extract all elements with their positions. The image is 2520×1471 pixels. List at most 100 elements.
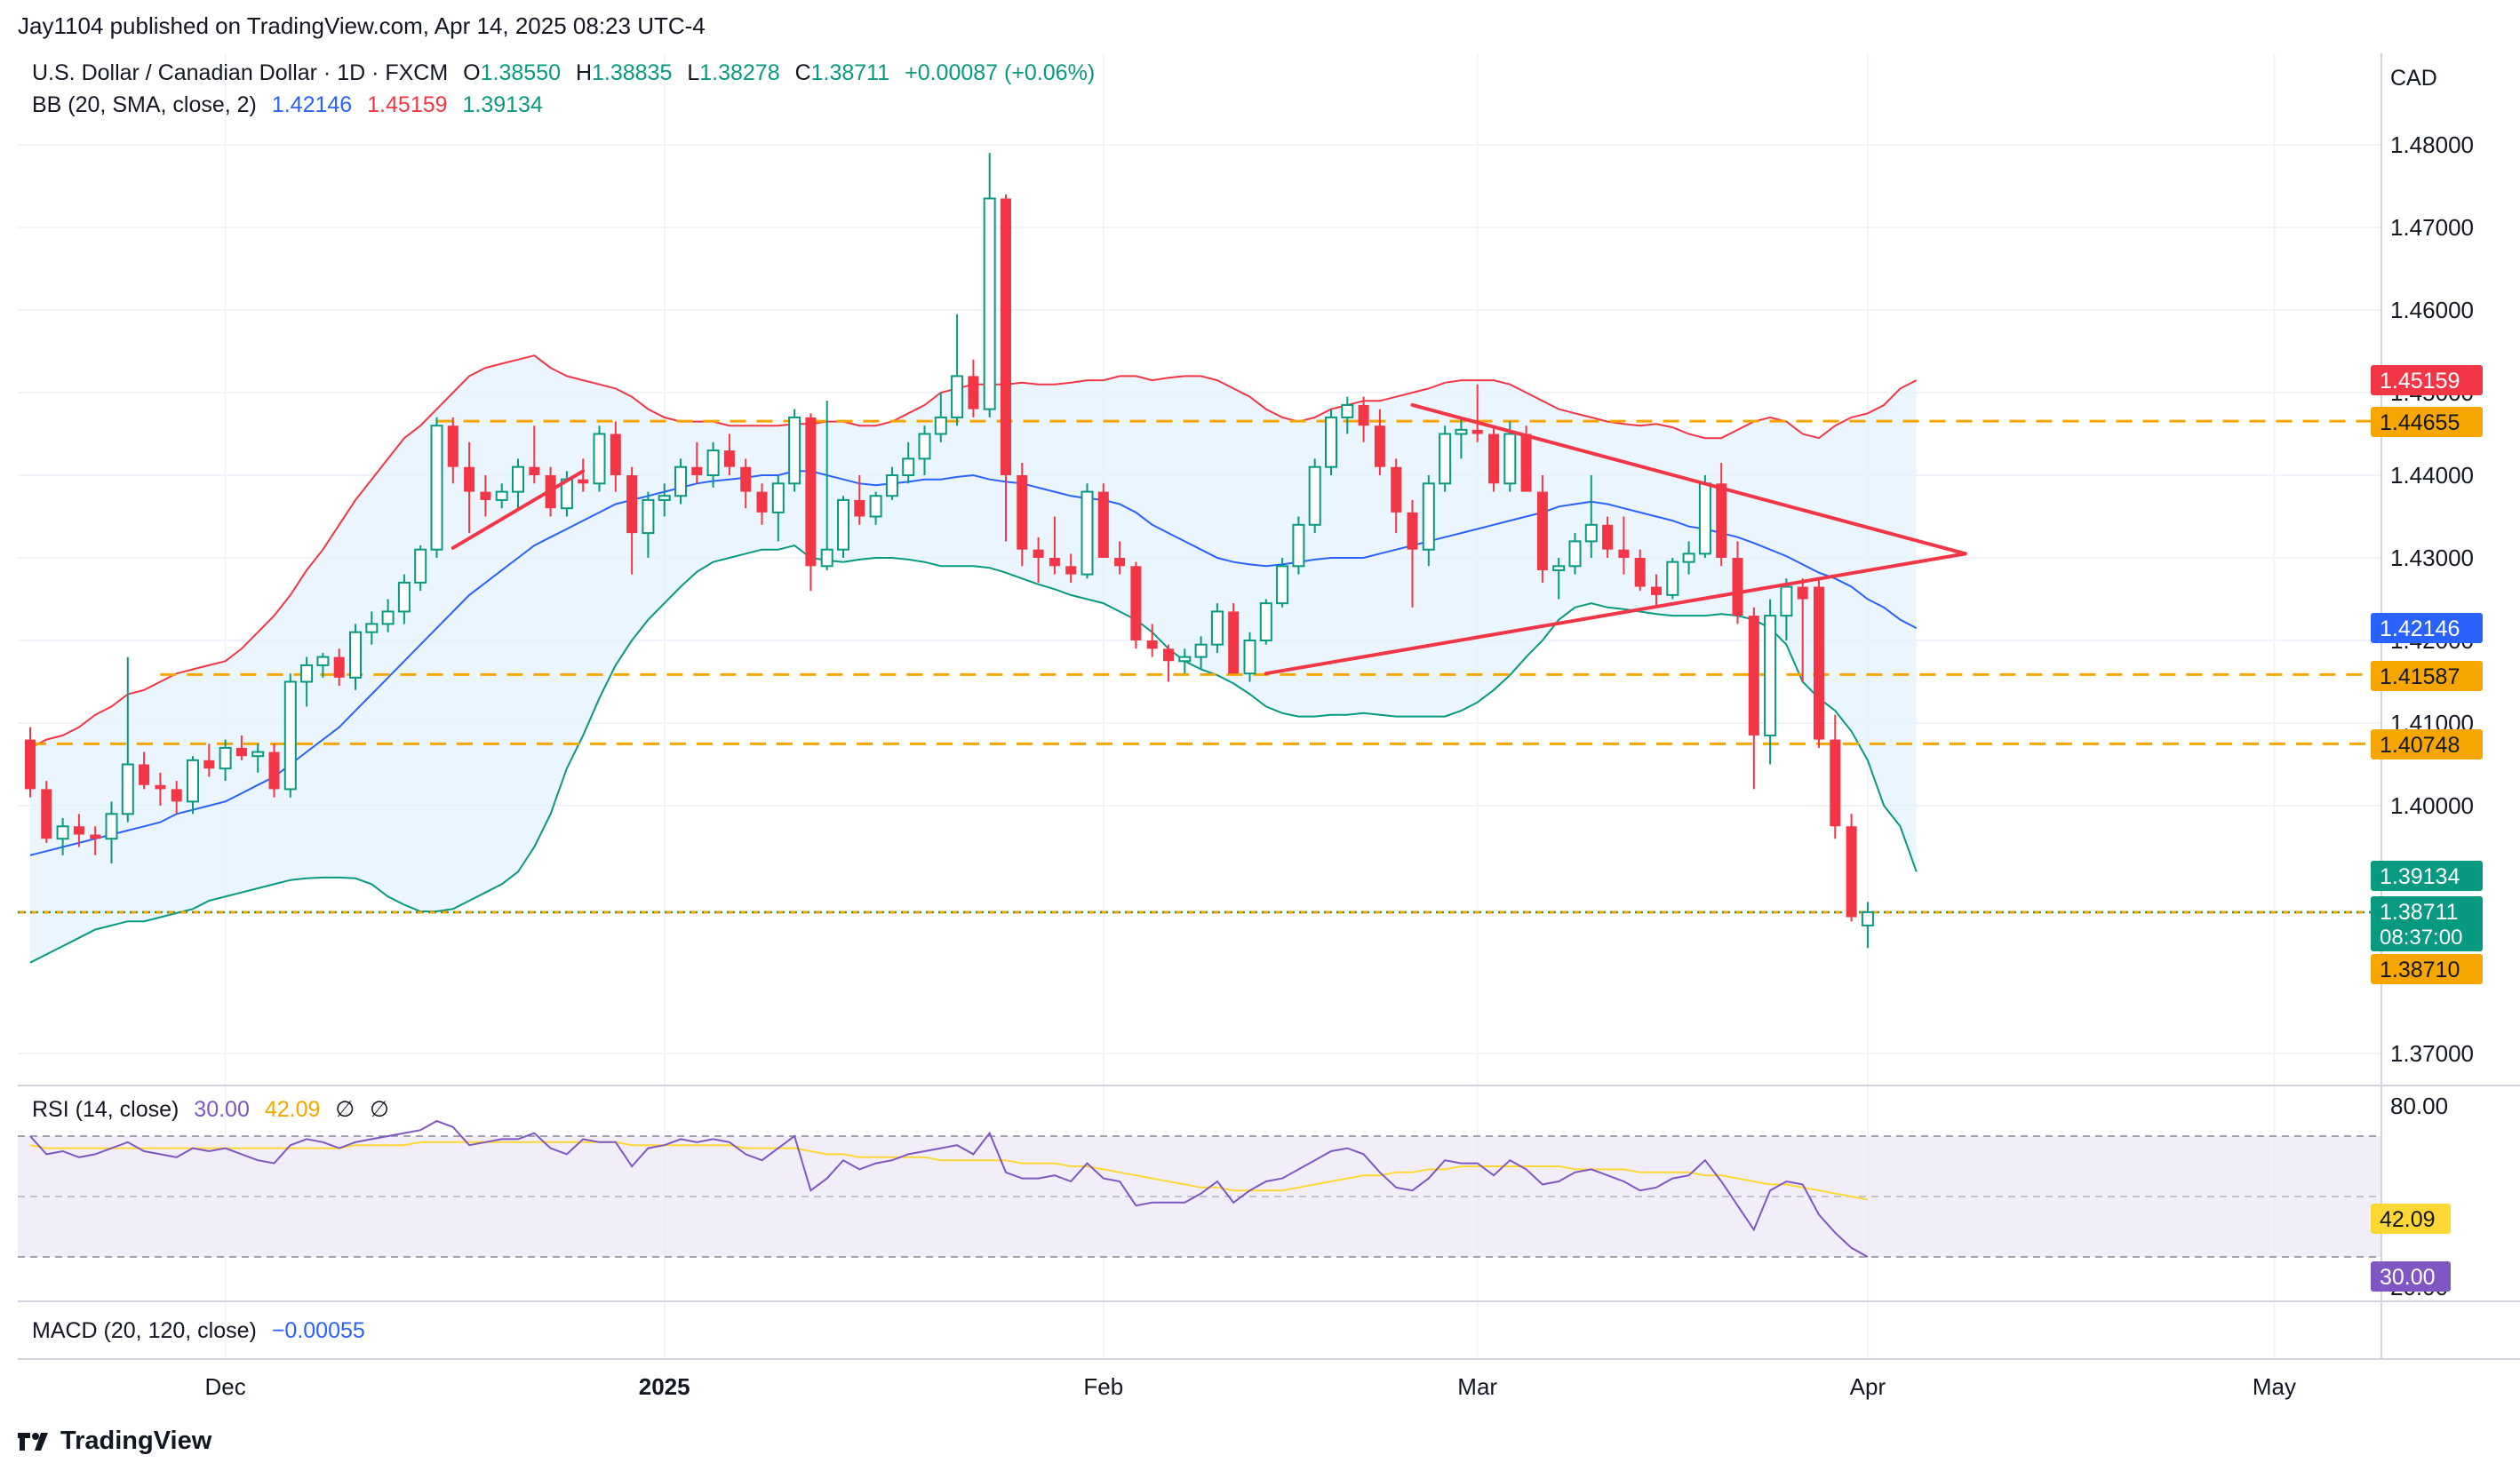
candle[interactable]	[1308, 458, 1321, 534]
trend-line[interactable]	[1410, 402, 1967, 556]
trend-line[interactable]	[451, 469, 586, 550]
candle[interactable]	[740, 458, 752, 509]
candle[interactable]	[219, 739, 232, 782]
candle[interactable]	[1682, 541, 1695, 575]
candle[interactable]	[658, 483, 671, 517]
candle[interactable]	[771, 475, 785, 542]
candle[interactable]	[934, 393, 947, 442]
candle[interactable]	[837, 496, 849, 558]
candle[interactable]	[1259, 599, 1272, 645]
candle[interactable]	[1276, 558, 1289, 608]
candle[interactable]	[1698, 475, 1711, 558]
candle[interactable]	[723, 433, 735, 476]
candle[interactable]	[983, 153, 996, 417]
candle[interactable]	[1503, 421, 1517, 492]
candle[interactable]	[283, 673, 297, 798]
candle[interactable]	[1114, 541, 1126, 575]
candle[interactable]	[365, 611, 379, 645]
candle[interactable]	[918, 425, 931, 475]
candle[interactable]	[610, 421, 621, 492]
candle[interactable]	[268, 743, 280, 798]
candle[interactable]	[1081, 483, 1094, 579]
candle[interactable]	[1292, 516, 1305, 575]
candle[interactable]	[1552, 558, 1566, 600]
candle[interactable]	[1358, 396, 1369, 442]
candles[interactable]	[25, 153, 1874, 949]
candle[interactable]	[1846, 814, 1857, 922]
candle[interactable]	[1536, 475, 1548, 583]
candle[interactable]	[902, 441, 915, 484]
candle[interactable]	[1634, 549, 1646, 592]
symbol-legend[interactable]: U.S. Dollar / Canadian Dollar · 1D · FXC…	[32, 60, 1104, 86]
candle[interactable]	[1341, 396, 1354, 434]
candle[interactable]	[968, 359, 979, 417]
macd-legend[interactable]: MACD (20, 120, close) −0.00055	[32, 1318, 374, 1344]
candle[interactable]	[820, 401, 833, 570]
candle[interactable]	[397, 574, 411, 624]
candle[interactable]	[1210, 603, 1224, 653]
candle[interactable]	[805, 413, 817, 592]
candle[interactable]	[1732, 541, 1743, 624]
candle[interactable]	[1618, 516, 1630, 575]
candle[interactable]	[1584, 475, 1598, 558]
candle[interactable]	[316, 652, 330, 678]
candle[interactable]	[1243, 632, 1256, 682]
candle[interactable]	[1163, 644, 1174, 682]
candle[interactable]	[1780, 578, 1793, 640]
candle[interactable]	[300, 656, 314, 707]
time-axis[interactable]: Dec 2025 Feb Mar Apr May	[204, 1373, 2295, 1400]
candle[interactable]	[1716, 463, 1727, 567]
candle[interactable]	[869, 491, 882, 525]
brand-logo[interactable]: TradingView	[18, 1427, 211, 1456]
candle[interactable]	[1422, 475, 1435, 567]
candle[interactable]	[90, 826, 101, 855]
candle[interactable]	[105, 801, 118, 864]
candle[interactable]	[1455, 417, 1468, 459]
candle[interactable]	[529, 425, 540, 484]
candle[interactable]	[626, 466, 638, 575]
candle[interactable]	[430, 417, 443, 558]
candle[interactable]	[41, 781, 52, 843]
candle[interactable]	[1194, 636, 1208, 670]
bb-legend[interactable]: BB (20, SMA, close, 2) 1.42146 1.45159 1…	[32, 92, 552, 118]
candle[interactable]	[203, 743, 215, 777]
candle[interactable]	[1374, 409, 1385, 475]
candle[interactable]	[854, 475, 865, 525]
candle[interactable]	[706, 441, 720, 488]
candle[interactable]	[1017, 463, 1028, 567]
currency-label[interactable]: CAD	[2390, 66, 2437, 91]
candle[interactable]	[1861, 902, 1874, 949]
candle[interactable]	[1488, 425, 1499, 492]
candle[interactable]	[1178, 648, 1192, 674]
candle[interactable]	[1651, 574, 1662, 608]
candle[interactable]	[1325, 409, 1337, 475]
candle[interactable]	[56, 817, 69, 855]
candle[interactable]	[187, 756, 199, 815]
price-axis[interactable]: 1.480001.470001.460001.450001.440001.430…	[2390, 131, 2474, 1300]
candle[interactable]	[1228, 603, 1240, 674]
candle[interactable]	[1748, 607, 1759, 790]
candle[interactable]	[691, 441, 703, 484]
candle[interactable]	[480, 475, 491, 517]
candle[interactable]	[1065, 553, 1077, 583]
trend-line[interactable]	[1264, 552, 1967, 676]
candle[interactable]	[1097, 483, 1109, 558]
candle[interactable]	[642, 491, 655, 558]
candle[interactable]	[333, 648, 345, 687]
candle[interactable]	[414, 545, 427, 592]
candle[interactable]	[674, 458, 687, 505]
candle[interactable]	[139, 751, 150, 790]
candle[interactable]	[235, 735, 247, 760]
candle[interactable]	[756, 483, 768, 525]
candle[interactable]	[73, 814, 84, 847]
candle[interactable]	[578, 458, 589, 492]
candle[interactable]	[495, 483, 508, 509]
candle[interactable]	[464, 441, 475, 534]
candle[interactable]	[1049, 516, 1060, 575]
candle[interactable]	[951, 314, 964, 426]
candle[interactable]	[788, 409, 801, 492]
candle[interactable]	[1797, 578, 1808, 682]
trend-lines[interactable]	[451, 402, 1967, 676]
candle[interactable]	[593, 425, 606, 492]
